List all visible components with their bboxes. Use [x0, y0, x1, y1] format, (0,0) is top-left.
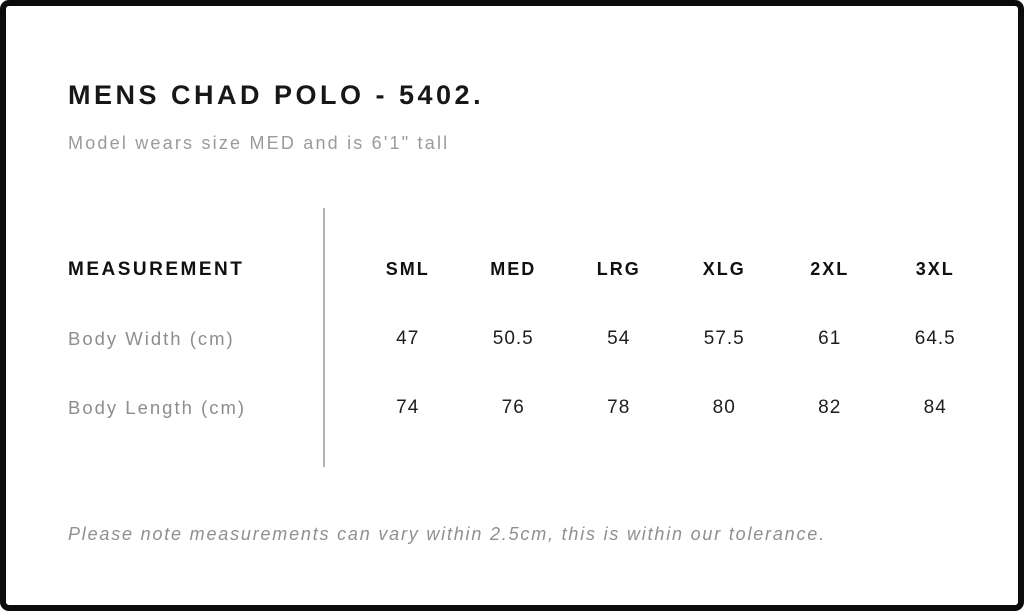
row-label-body-width: Body Width (cm)	[68, 327, 235, 349]
body-width-3xl: 64.5	[914, 327, 956, 349]
body-length-2xl: 82	[818, 396, 842, 418]
table-row-body-width: Body Width (cm) 47 50.5 54 57.5 61 64.5	[68, 304, 990, 373]
size-header-sml: SML	[385, 259, 430, 279]
body-length-lrg: 78	[607, 396, 631, 418]
size-header-lrg: LRG	[596, 259, 641, 279]
body-width-sml: 47	[396, 327, 420, 349]
body-width-lrg: 54	[607, 327, 631, 349]
size-table: MEASUREMENT SML MED LRG XLG 2XL 3XL Body…	[68, 208, 990, 467]
table-column-divider	[323, 208, 325, 467]
page-title: MENS CHAD POLO - 5402.	[68, 80, 485, 110]
size-header-2xl: 2XL	[810, 259, 850, 279]
size-header-3xl: 3XL	[915, 259, 955, 279]
size-header-xlg: XLG	[702, 259, 746, 279]
body-width-2xl: 61	[818, 327, 842, 349]
model-size-subtitle: Model wears size MED and is 6'1" tall	[68, 133, 450, 153]
body-length-3xl: 84	[923, 396, 947, 418]
tolerance-note: Please note measurements can vary within…	[68, 524, 826, 544]
size-table-header-row: MEASUREMENT SML MED LRG XLG 2XL 3XL	[68, 235, 990, 304]
row-label-body-length: Body Length (cm)	[68, 396, 247, 418]
body-length-med: 76	[501, 396, 525, 418]
size-header-med: MED	[490, 259, 537, 279]
body-width-med: 50.5	[492, 327, 534, 349]
table-row-body-length: Body Length (cm) 74 76 78 80 82 84	[68, 373, 990, 442]
body-length-sml: 74	[396, 396, 420, 418]
body-width-xlg: 57.5	[703, 327, 745, 349]
body-length-xlg: 80	[712, 396, 736, 418]
measurement-column-header: MEASUREMENT	[68, 258, 245, 280]
